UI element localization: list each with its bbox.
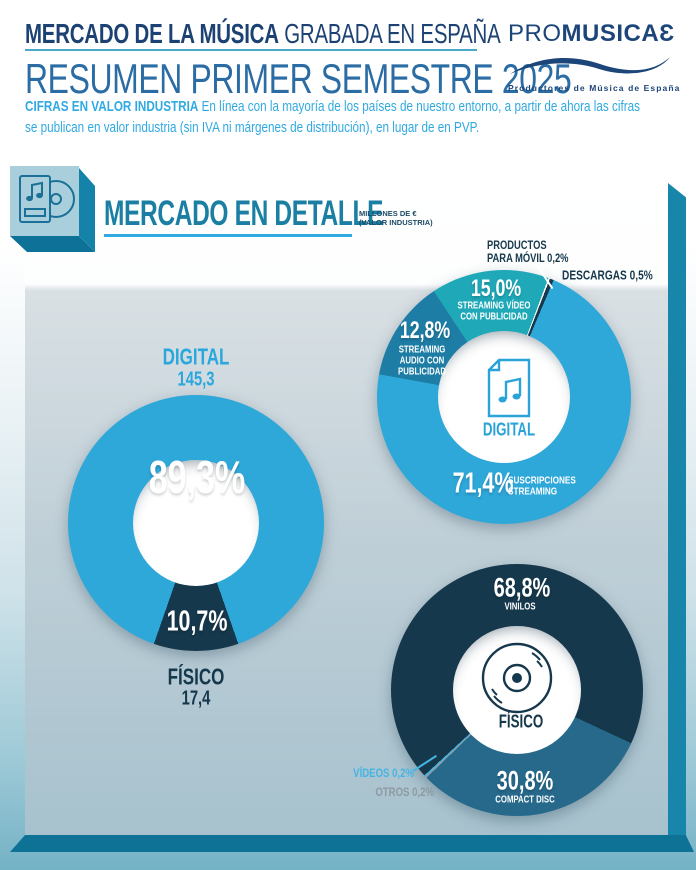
seg-audio-pct: 12,8% — [399, 317, 451, 344]
logo-wave-icon — [508, 52, 678, 78]
note-line1-text: En línea con la mayoría de los países de… — [201, 98, 640, 115]
seg-suscripciones-pct: 71,4% — [452, 467, 514, 500]
seg-audio-label-line2: AUDIO CON — [399, 354, 445, 367]
section-units: MILLONES DE € (VALOR INDUSTRIA) — [359, 209, 433, 227]
fisico-share-value: 17,4 — [181, 687, 211, 710]
digital-share-label: DIGITAL — [162, 343, 230, 370]
callout-productos-movil-line2: PARA MÓVIL 0,2% — [487, 251, 569, 265]
logo-tagline: Productores de Música de España — [508, 83, 681, 93]
logo-wordmark-musicae: MUSICAƐ — [561, 20, 675, 47]
seg-vinilos-label: VINILOS — [504, 600, 536, 613]
logo-wordmark-pro: PRO — [508, 20, 562, 47]
section-title: MERCADO EN DETALLE — [104, 194, 384, 233]
vinyl-record-icon — [479, 640, 555, 721]
section-units-line2: (VALOR INDUSTRIA) — [359, 218, 433, 227]
donut-total-ring — [68, 395, 324, 651]
panel-bottom — [10, 835, 694, 852]
seg-suscripciones-label-line1: SUSCRIPCIONES — [508, 474, 576, 487]
file-music-icon — [485, 358, 533, 423]
note-line-2: se publican en valor industria (sin IVA … — [25, 119, 480, 136]
main-title: MERCADO DE LA MÚSICA GRABADA EN ESPAÑA — [25, 18, 501, 50]
panel-side — [668, 183, 686, 835]
seg-suscripciones-label-line2: STREAMING — [508, 485, 558, 498]
callout-otros: OTROS 0,2% — [375, 785, 434, 799]
report-subtitle: RESUMEN PRIMER SEMESTRE 2025 — [25, 55, 572, 102]
callout-descargas: DESCARGAS 0,5% — [562, 267, 653, 283]
note-line-1: CIFRAS EN VALOR INDUSTRIA En línea con l… — [25, 96, 640, 117]
promusicae-logo: PROMUSICAƐ Productores de Música de Espa… — [508, 20, 681, 93]
seg-vinilos-pct: 68,8% — [493, 572, 551, 603]
header: MERCADO DE LA MÚSICA GRABADA EN ESPAÑA — [25, 18, 676, 50]
seg-video-label-line1: STREAMING VÍDEO — [457, 299, 531, 312]
seg-audio-label-line3: PUBLICIDAD — [398, 365, 446, 378]
main-title-light: GRABADA EN ESPAÑA — [284, 18, 501, 49]
donut-digital-center-label: DIGITAL — [482, 419, 536, 440]
callout-productos-movil-line1: PRODUCTOS — [487, 238, 547, 252]
seg-audio-label-line1: STREAMING — [398, 343, 446, 356]
digital-share-pct: 89,3% — [148, 451, 246, 503]
main-title-strong: MERCADO DE LA MÚSICA — [25, 18, 279, 49]
seg-video-label-line2: CON PUBLICIDAD — [460, 310, 528, 323]
fisico-share-label: FÍSICO — [167, 663, 225, 690]
title-underline — [25, 49, 477, 51]
logo-wordmark: PROMUSICAƐ — [508, 20, 678, 48]
section-underline — [104, 234, 352, 237]
note-lead: CIFRAS EN VALOR INDUSTRIA — [25, 98, 199, 115]
fisico-share-pct: 10,7% — [166, 605, 228, 638]
donut-total-hole — [133, 460, 259, 586]
digital-share-value: 145,3 — [177, 368, 215, 391]
seg-cd-label: COMPACT DISC — [495, 793, 555, 806]
section-units-line1: MILLONES DE € — [359, 209, 417, 218]
seg-video-pct: 15,0% — [470, 275, 522, 302]
callout-videos: VÍDEOS 0,2% — [353, 766, 414, 780]
industry-note: CIFRAS EN VALOR INDUSTRIA En línea con l… — [25, 96, 696, 138]
seg-cd-pct: 30,8% — [496, 765, 554, 796]
album-cube-icon — [6, 162, 98, 261]
donut-fisico-center-label: FÍSICO — [498, 711, 544, 732]
